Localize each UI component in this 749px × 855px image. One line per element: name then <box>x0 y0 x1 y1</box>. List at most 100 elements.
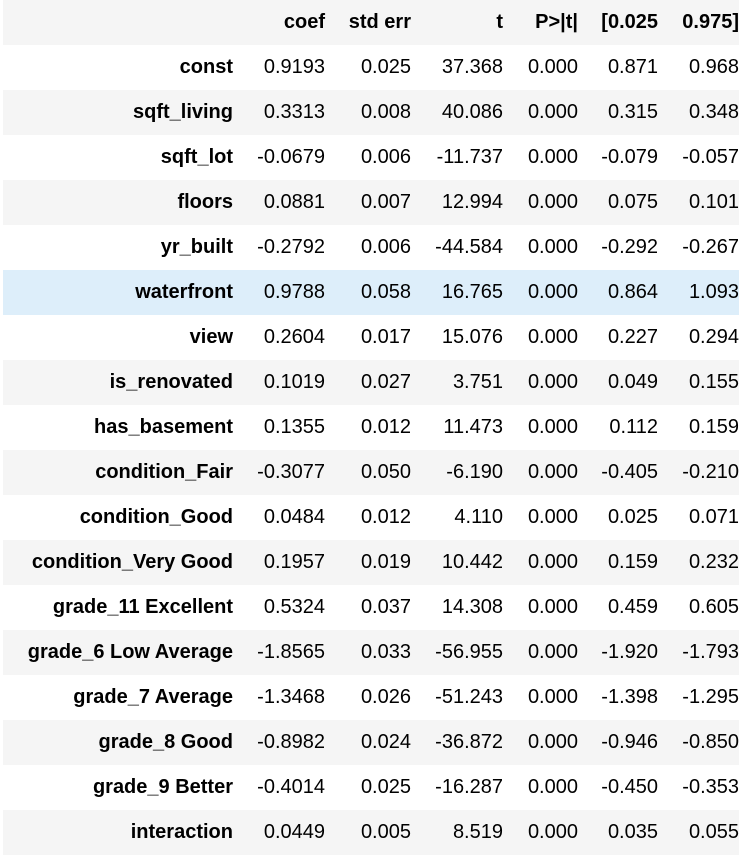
cell-std-err: 0.058 <box>360 281 411 303</box>
row-label: grade_8 Good <box>98 731 233 753</box>
table-row: grade_11 Excellent 0.5324 0.037 14.308 0.000… <box>3 585 739 630</box>
cell-ci-lower: 0.459 <box>607 596 658 618</box>
cell-t: 16.765 <box>441 281 503 303</box>
table-row: is_renovated 0.1019 0.027 3.751 0.000 0.049 0.… <box>3 360 739 405</box>
cell-ci-lower: 0.035 <box>607 821 658 843</box>
header-cell-std-err: std err <box>348 11 411 33</box>
cell-p-value: 0.000 <box>527 551 578 573</box>
cell-std-err: 0.019 <box>360 551 411 573</box>
cell-ci-upper: -1.793 <box>682 641 739 663</box>
cell-p-value: 0.000 <box>527 236 578 258</box>
table-row: const 0.9193 0.025 37.368 0.000 0.871 0.968 <box>3 45 739 90</box>
row-label: has_basement <box>94 416 233 438</box>
row-label: yr_built <box>160 236 233 258</box>
table-row: waterfront 0.9788 0.058 16.765 0.000 0.864 1.0… <box>3 270 739 315</box>
table-row: has_basement 0.1355 0.012 11.473 0.000 0.112 0… <box>3 405 739 450</box>
cell-std-err: 0.050 <box>360 461 411 483</box>
cell-ci-upper: 0.159 <box>688 416 739 438</box>
row-label: sqft_living <box>132 101 233 123</box>
cell-coef: 0.9788 <box>263 281 325 303</box>
table-row: grade_7 Average -1.3468 0.026 -51.243 0.000 -… <box>3 675 739 720</box>
cell-coef: 0.1019 <box>263 371 325 393</box>
cell-std-err: 0.037 <box>360 596 411 618</box>
cell-ci-upper: 0.968 <box>688 56 739 78</box>
row-label: is_renovated <box>109 371 233 393</box>
table-row: grade_8 Good -0.8982 0.024 -36.872 0.000 -0.9… <box>3 720 739 765</box>
cell-std-err: 0.025 <box>360 776 411 798</box>
cell-ci-lower: 0.075 <box>607 191 658 213</box>
cell-p-value: 0.000 <box>527 191 578 213</box>
row-label: floors <box>177 191 233 213</box>
table-row: sqft_living 0.3313 0.008 40.086 0.000 0.315 0.… <box>3 90 739 135</box>
cell-std-err: 0.033 <box>360 641 411 663</box>
cell-t: 15.076 <box>441 326 503 348</box>
cell-ci-lower: 0.112 <box>609 416 658 438</box>
cell-coef: -0.2792 <box>257 236 325 258</box>
cell-ci-upper: -0.210 <box>682 461 739 483</box>
cell-ci-lower: -1.398 <box>601 686 658 708</box>
table-row: grade_6 Low Average -1.8565 0.033 -56.955 0.… <box>3 630 739 675</box>
cell-p-value: 0.000 <box>527 776 578 798</box>
cell-t: 10.442 <box>441 551 503 573</box>
table-row: sqft_lot -0.0679 0.006 -11.737 0.000 -0.079 -0… <box>3 135 739 180</box>
table-header: coef std err t P>|t| [0.025 0.975] <box>3 0 739 45</box>
cell-ci-upper: -0.057 <box>682 146 739 168</box>
cell-ci-upper: 0.101 <box>688 191 739 213</box>
cell-t: -11.737 <box>436 146 503 168</box>
cell-std-err: 0.012 <box>360 506 411 528</box>
cell-ci-upper: 0.294 <box>688 326 739 348</box>
row-label: waterfront <box>135 281 233 303</box>
table-row: yr_built -0.2792 0.006 -44.584 0.000 -0.292 -0… <box>3 225 739 270</box>
cell-ci-upper: 1.093 <box>688 281 739 303</box>
header-cell-ci-upper: 0.975] <box>682 11 739 33</box>
cell-ci-lower: -1.920 <box>601 641 658 663</box>
row-label: condition_Fair <box>95 461 233 483</box>
cell-std-err: 0.024 <box>360 731 411 753</box>
header-cell-t: t <box>496 11 503 33</box>
cell-p-value: 0.000 <box>527 821 578 843</box>
cell-coef: 0.9193 <box>263 56 325 78</box>
table-row: view 0.2604 0.017 15.076 0.000 0.227 0.294 <box>3 315 739 360</box>
table-row: condition_Good 0.0484 0.012 4.110 0.000 0.025… <box>3 495 739 540</box>
cell-ci-upper: 0.605 <box>688 596 739 618</box>
row-label: interaction <box>130 821 233 843</box>
cell-ci-lower: 0.025 <box>607 506 658 528</box>
cell-coef: 0.0881 <box>263 191 325 213</box>
cell-ci-upper: 0.071 <box>688 506 739 528</box>
cell-std-err: 0.006 <box>360 236 411 258</box>
cell-p-value: 0.000 <box>527 101 578 123</box>
cell-coef: 0.2604 <box>263 326 325 348</box>
cell-t: 37.368 <box>441 56 503 78</box>
cell-t: 8.519 <box>452 821 503 843</box>
row-label: grade_9 Better <box>92 776 233 798</box>
cell-p-value: 0.000 <box>527 326 578 348</box>
cell-coef: -0.3077 <box>257 461 325 483</box>
cell-ci-lower: -0.079 <box>601 146 658 168</box>
cell-p-value: 0.000 <box>527 506 578 528</box>
cell-coef: -0.8982 <box>257 731 325 753</box>
cell-ci-upper: -0.267 <box>682 236 739 258</box>
cell-std-err: 0.012 <box>360 416 411 438</box>
header-cell-ci-lower: [0.025 <box>601 11 658 33</box>
cell-coef: 0.5324 <box>263 596 325 618</box>
cell-ci-upper: 0.348 <box>688 101 739 123</box>
cell-t: -16.287 <box>435 776 503 798</box>
cell-t: -56.955 <box>435 641 503 663</box>
cell-t: -44.584 <box>435 236 503 258</box>
cell-t: -36.872 <box>435 731 503 753</box>
row-label: condition_Very Good <box>31 551 233 573</box>
cell-p-value: 0.000 <box>527 416 578 438</box>
cell-ci-upper: -0.353 <box>682 776 739 798</box>
cell-ci-upper: 0.155 <box>688 371 739 393</box>
table-row: floors 0.0881 0.007 12.994 0.000 0.075 0.101 <box>3 180 739 225</box>
cell-t: -6.190 <box>446 461 503 483</box>
cell-ci-lower: 0.227 <box>607 326 658 348</box>
cell-coef: -0.0679 <box>257 146 325 168</box>
cell-p-value: 0.000 <box>527 686 578 708</box>
header-cell-p-value: P>|t| <box>535 11 578 33</box>
cell-coef: -1.8565 <box>257 641 325 663</box>
cell-std-err: 0.007 <box>360 191 411 213</box>
cell-t: 3.751 <box>452 371 503 393</box>
row-label: grade_7 Average <box>73 686 233 708</box>
cell-ci-lower: 0.049 <box>607 371 658 393</box>
